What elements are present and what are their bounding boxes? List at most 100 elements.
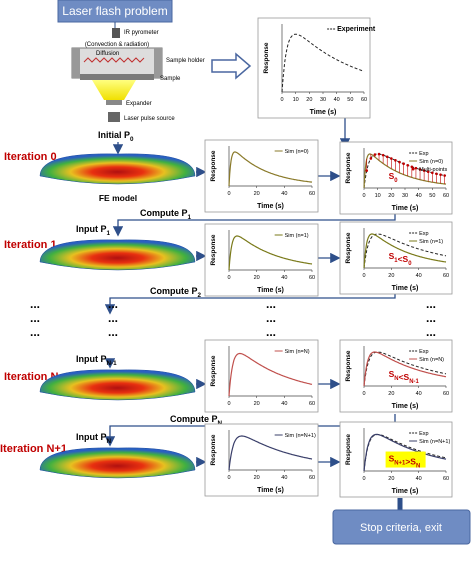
arrow — [104, 292, 396, 315]
input-label: Input P1 — [76, 224, 111, 237]
legend-label: Sim (n=N+1) — [419, 439, 450, 445]
simulation-curve — [228, 352, 313, 397]
score-label: S0 — [389, 171, 399, 184]
x-axis-label: Time (s) — [392, 205, 419, 212]
x-tick-label: 50 — [429, 193, 435, 199]
x-tick-label: 20 — [388, 476, 394, 482]
text-part: Input P — [76, 224, 107, 234]
x-tick-label: 20 — [388, 273, 394, 279]
x-tick-label: 0 — [362, 391, 365, 397]
subscript: 0 — [394, 178, 398, 184]
fe-model — [39, 447, 196, 479]
apparatus-label: Sample holder — [166, 58, 205, 64]
x-tick-label: 60 — [443, 273, 449, 279]
multi-point — [369, 157, 373, 160]
expander — [106, 100, 122, 105]
legend-swatch — [411, 167, 415, 171]
multi-point — [410, 165, 414, 169]
compute-label: Compute P2 — [150, 286, 202, 299]
multi-point — [377, 152, 381, 156]
fe-model — [39, 153, 196, 185]
beam — [92, 80, 136, 100]
score-label: SN+1>SN — [389, 454, 421, 470]
chart-frame — [204, 423, 319, 497]
legend-label: Exp — [419, 431, 428, 437]
multi-point — [426, 170, 430, 174]
x-tick-label: 20 — [388, 193, 394, 199]
y-axis-label: Response — [345, 152, 352, 183]
multi-point — [418, 168, 422, 171]
multi-point — [390, 157, 393, 160]
chart-frame — [339, 339, 453, 413]
multi-point — [398, 160, 401, 164]
x-tick-label: 60 — [443, 391, 449, 397]
holder-wall — [154, 48, 162, 78]
apparatus — [71, 22, 163, 122]
y-axis-label: Response — [263, 42, 270, 73]
x-tick-label: 60 — [443, 193, 449, 199]
multi-point — [406, 163, 410, 167]
experiment-curve — [363, 351, 447, 387]
compute-label: Compute P1 — [140, 208, 192, 221]
iteration-label: Iteration 0 — [4, 151, 57, 163]
multi-point — [402, 162, 405, 166]
x-tick-label: 40 — [281, 275, 287, 281]
x-tick-label: 60 — [309, 191, 315, 197]
simulation-curve — [363, 351, 447, 387]
arrow — [211, 52, 252, 80]
x-tick-label: 40 — [416, 273, 422, 279]
multi-point — [414, 166, 418, 170]
arrow — [112, 214, 396, 237]
multi-point — [385, 155, 389, 159]
legend-label: Sim (n=1) — [419, 239, 443, 245]
holder-wall — [72, 48, 80, 78]
x-axis-label: Time (s) — [257, 487, 284, 494]
input-label: Input PN-1 — [76, 354, 117, 367]
x-tick-label: 60 — [309, 401, 315, 407]
multi-point — [439, 173, 442, 176]
text-part: >S — [405, 457, 416, 467]
x-tick-label: 10 — [375, 193, 381, 199]
subscript: N-1 — [107, 360, 118, 367]
simulation-curve — [363, 433, 447, 472]
diffusion-wave — [83, 57, 145, 63]
y-axis-label: Response — [210, 355, 217, 386]
x-tick-label: 40 — [334, 97, 340, 103]
score-highlight — [385, 451, 426, 468]
fe-model — [39, 369, 196, 401]
ellipsis: ... — [266, 325, 276, 339]
y-axis-label: Response — [345, 232, 352, 263]
experiment-curve — [281, 33, 365, 93]
legend-label: Exp — [419, 151, 428, 157]
legend-label: Exp — [419, 231, 428, 237]
multi-point — [422, 169, 426, 172]
chart-frame — [204, 339, 319, 413]
x-tick-label: 60 — [309, 475, 315, 481]
text-part: S — [389, 251, 395, 261]
ellipsis: ... — [426, 297, 436, 311]
x-tick-label: 0 — [362, 193, 365, 199]
ellipsis: ... — [108, 311, 118, 325]
subscript: 2 — [198, 292, 202, 299]
text-part: S — [389, 454, 395, 464]
x-tick-label: 0 — [227, 191, 230, 197]
subscript: 1 — [188, 214, 192, 221]
chart-frame — [204, 223, 319, 297]
text-part: <S — [398, 254, 409, 264]
x-tick-label: 30 — [320, 97, 326, 103]
subscript: 1 — [394, 258, 398, 264]
x-tick-label: 40 — [416, 476, 422, 482]
multi-point — [381, 153, 385, 157]
y-axis-label: Response — [210, 434, 217, 465]
ellipsis: ... — [30, 297, 40, 311]
connectors — [104, 118, 403, 510]
legend-label: Sim (n=1) — [285, 233, 309, 239]
x-tick-label: 40 — [281, 401, 287, 407]
subscript: 0 — [408, 261, 412, 267]
ellipsis: ... — [108, 325, 118, 339]
simulation-curve — [228, 235, 313, 271]
x-tick-label: 40 — [416, 193, 422, 199]
experiment-curve — [363, 233, 447, 269]
apparatus-label: Laser pulse source — [124, 116, 175, 122]
